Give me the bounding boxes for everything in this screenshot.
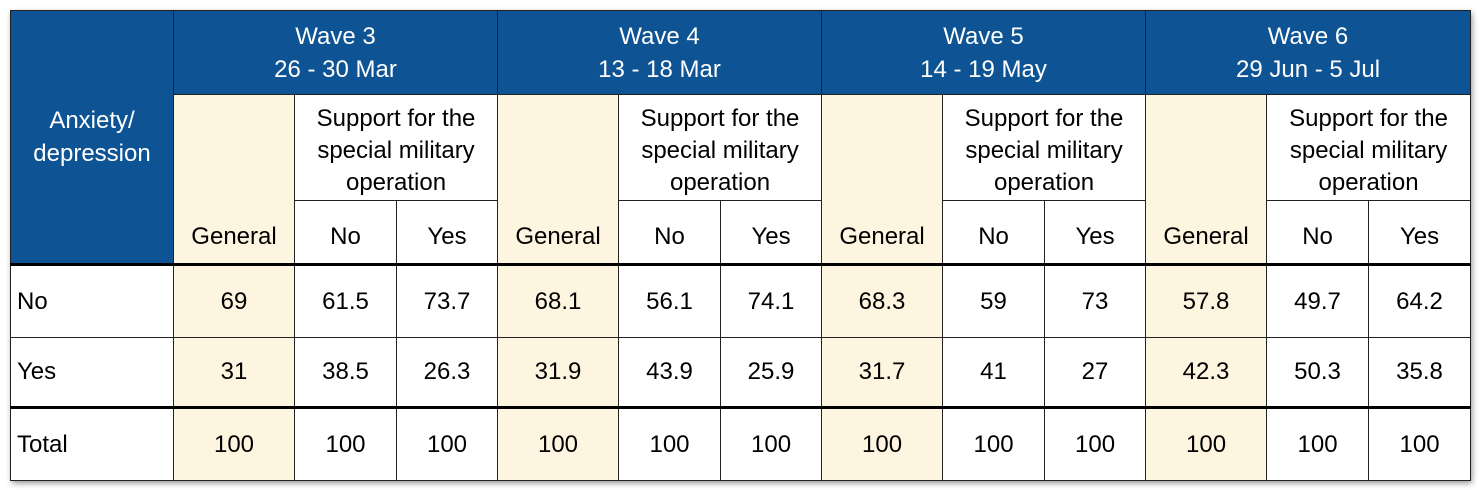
table-cell: 61.5 [294, 263, 397, 338]
support-subheader: Support for the special military operati… [618, 94, 823, 201]
wave-5-header: Wave 5 14 - 19 May [821, 10, 1147, 95]
support-label-line-1: Support for the [1289, 105, 1448, 132]
wave-dates: 29 Jun - 5 Jul [1235, 55, 1381, 83]
support-subheader: Support for the special military operati… [293, 94, 499, 201]
support-label-line-1: Support for the [640, 105, 800, 132]
wave-3-header: Wave 3 26 - 30 Mar [172, 10, 499, 95]
data-table-frame: Anxiety/ depression Wave 3 26 - 30 Mar W… [10, 10, 1472, 481]
table-cell: 69 [173, 263, 295, 338]
table-cell: 68.1 [497, 263, 620, 338]
yes-column-header: Yes [1368, 200, 1472, 265]
table-row-total: Total 100 100 100 100 100 100 100 100 10… [10, 406, 1472, 481]
table-cell: 68.3 [821, 263, 944, 338]
support-label-line-2: special military [1289, 137, 1448, 164]
wave-title: Wave 4 [619, 22, 700, 50]
support-label-line-1: Support for the [964, 105, 1124, 132]
support-subheader: Support for the special military operati… [1266, 94, 1472, 201]
table-cell: 49.7 [1266, 263, 1370, 338]
row-label: Yes [10, 337, 174, 408]
table-cell: 57.8 [1145, 263, 1268, 338]
table-cell: 100 [1266, 406, 1370, 481]
no-column-header: No [618, 200, 722, 265]
support-label-line-2: special military [317, 137, 475, 164]
table-cell: 74.1 [720, 263, 823, 338]
table-cell: 100 [618, 406, 722, 481]
yes-column-header: Yes [395, 200, 499, 265]
wave-dates: 14 - 19 May [920, 55, 1047, 83]
general-column-header: General [497, 94, 620, 265]
wave-dates: 13 - 18 Mar [598, 55, 721, 83]
row-label: No [10, 263, 174, 338]
table-cell: 100 [942, 406, 1046, 481]
table-cell: 41 [942, 337, 1046, 408]
corner-header: Anxiety/ depression [10, 10, 174, 265]
table-cell: 31.7 [821, 337, 944, 408]
table-cell: 27 [1044, 337, 1147, 408]
table-cell: 56.1 [618, 263, 722, 338]
table-row-yes: Yes 31 38.5 26.3 31.9 43.9 25.9 31.7 41 … [10, 337, 1472, 408]
table-cell: 38.5 [294, 337, 397, 408]
table-cell: 100 [395, 406, 499, 481]
general-column-header: General [1145, 94, 1268, 265]
table-cell: 100 [497, 406, 620, 481]
table-cell: 26.3 [395, 337, 499, 408]
table-cell: 100 [821, 406, 944, 481]
support-label-line-3: operation [1318, 169, 1419, 196]
table-cell: 73.7 [395, 263, 499, 338]
table-cell: 100 [294, 406, 397, 481]
table-cell: 100 [1044, 406, 1147, 481]
yes-column-header: Yes [1044, 200, 1147, 265]
row-label: Total [10, 406, 174, 481]
support-subheader: Support for the special military operati… [942, 94, 1147, 201]
table-cell: 100 [1368, 406, 1472, 481]
support-label-line-2: special military [641, 137, 799, 164]
support-label-line-3: operation [345, 169, 447, 196]
table-cell: 31.9 [497, 337, 620, 408]
table-cell: 50.3 [1266, 337, 1370, 408]
corner-label-line-1: Anxiety/ [49, 107, 135, 134]
support-label-line-2: special military [965, 137, 1123, 164]
table-cell: 100 [720, 406, 823, 481]
table-cell: 25.9 [720, 337, 823, 408]
table-cell: 42.3 [1145, 337, 1268, 408]
no-column-header: No [294, 200, 397, 265]
table-cell: 43.9 [618, 337, 722, 408]
support-label-line-1: Support for the [316, 105, 476, 132]
support-label-line-3: operation [669, 169, 771, 196]
wave-title: Wave 6 [1267, 22, 1349, 50]
wave-title: Wave 3 [295, 22, 376, 50]
table-cell: 100 [1145, 406, 1268, 481]
table-cell: 31 [173, 337, 295, 408]
general-column-header: General [173, 94, 295, 265]
table-row-no: No 69 61.5 73.7 68.1 56.1 74.1 68.3 59 7… [10, 263, 1472, 338]
anxiety-support-table: Anxiety/ depression Wave 3 26 - 30 Mar W… [10, 10, 1472, 481]
corner-label-line-2: depression [33, 140, 151, 167]
table-cell: 64.2 [1368, 263, 1472, 338]
wave-4-header: Wave 4 13 - 18 Mar [497, 10, 823, 95]
table-cell: 100 [173, 406, 295, 481]
general-column-header: General [821, 94, 944, 265]
table-cell: 59 [942, 263, 1046, 338]
wave-title: Wave 5 [943, 22, 1024, 50]
wave-6-header: Wave 6 29 Jun - 5 Jul [1145, 10, 1472, 95]
table-cell: 35.8 [1368, 337, 1472, 408]
support-label-line-3: operation [993, 169, 1095, 196]
yes-column-header: Yes [720, 200, 823, 265]
no-column-header: No [1266, 200, 1370, 265]
table-cell: 73 [1044, 263, 1147, 338]
no-column-header: No [942, 200, 1046, 265]
wave-dates: 26 - 30 Mar [274, 55, 397, 83]
